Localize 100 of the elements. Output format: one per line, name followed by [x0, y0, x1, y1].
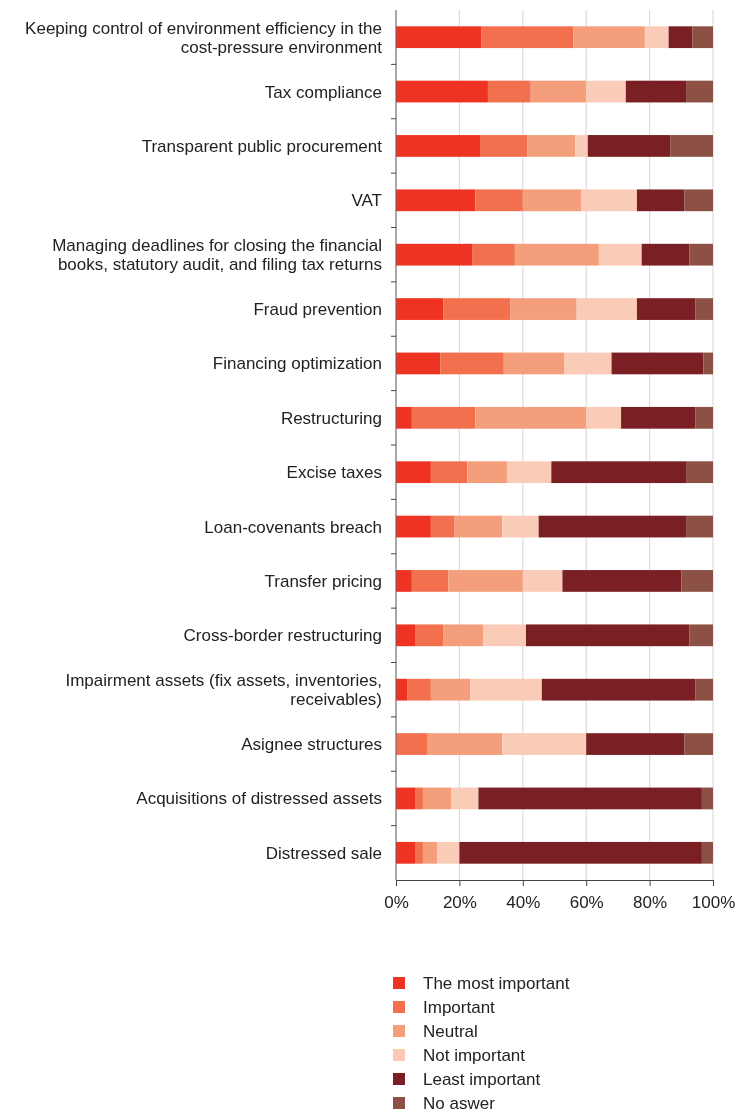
- bar: [573, 26, 645, 49]
- x-tick-label: 0%: [384, 892, 409, 912]
- bar: [686, 461, 713, 484]
- bar: [396, 80, 488, 103]
- bar: [396, 787, 416, 810]
- y-tick-label: VAT: [351, 191, 382, 211]
- bar: [502, 733, 587, 755]
- bar: [562, 570, 682, 592]
- x-tick-label: 20%: [442, 892, 477, 912]
- x-tick-label: 40%: [506, 892, 541, 912]
- bar: [681, 570, 713, 592]
- x-tick-label: 60%: [569, 892, 604, 912]
- bar: [670, 135, 713, 157]
- bar: [522, 570, 563, 592]
- bar: [427, 733, 503, 755]
- bar: [451, 787, 479, 810]
- bar: [407, 678, 431, 701]
- bar: [396, 135, 481, 157]
- bar: [525, 624, 690, 647]
- bar: [636, 298, 696, 320]
- bar: [480, 135, 528, 157]
- bar: [503, 352, 565, 375]
- bar: [443, 624, 484, 647]
- bar: [576, 298, 637, 320]
- bar: [440, 352, 504, 375]
- bar: [692, 26, 713, 49]
- bar: [586, 80, 626, 103]
- bar: [454, 515, 503, 538]
- bar: [467, 461, 507, 484]
- bar: [625, 80, 687, 103]
- x-tick-label: 80%: [633, 892, 668, 912]
- legend-label: Important: [423, 997, 496, 1017]
- bar: [415, 787, 423, 810]
- legend-label: No aswer: [423, 1093, 496, 1111]
- bar: [448, 570, 523, 592]
- bar: [621, 406, 696, 429]
- bar: [686, 515, 713, 538]
- bar: [396, 26, 482, 49]
- bar: [396, 406, 412, 429]
- bar: [396, 678, 408, 701]
- y-tick-label: Transparent public procurement: [141, 136, 383, 156]
- bar: [684, 733, 713, 755]
- bar: [514, 243, 599, 266]
- bar: [684, 189, 713, 212]
- bar: [689, 624, 713, 647]
- bar: [411, 570, 449, 592]
- bar: [538, 515, 687, 538]
- y-tick-label: Transfer pricing: [264, 571, 382, 591]
- bar: [689, 243, 713, 266]
- bar: [510, 298, 577, 320]
- bar: [415, 624, 444, 647]
- bar: [586, 733, 685, 755]
- y-tick-label: Fraud prevention: [253, 300, 382, 320]
- bar: [581, 189, 637, 212]
- bar: [527, 135, 576, 157]
- bar: [668, 26, 693, 49]
- bar: [701, 841, 713, 864]
- bar: [470, 678, 542, 701]
- bar: [695, 298, 713, 320]
- bar: [502, 515, 539, 538]
- bar: [636, 189, 685, 212]
- bar: [430, 515, 455, 538]
- y-tick-label: Managing deadlines for closing the financial books, statutory audit, and filing tax returns: [52, 236, 382, 275]
- bar: [411, 406, 476, 429]
- y-tick-label: Loan-covenants breach: [204, 517, 382, 537]
- bar: [487, 80, 531, 103]
- bar: [475, 406, 587, 429]
- bar: [396, 352, 441, 375]
- bar: [541, 678, 696, 701]
- bar: [430, 678, 471, 701]
- bar: [575, 135, 588, 157]
- bar: [551, 461, 687, 484]
- bar: [422, 841, 438, 864]
- bar: [598, 243, 642, 266]
- y-tick-label: Acquisitions of distressed assets: [136, 789, 382, 809]
- y-tick-label: Keeping control of environment efficiency in the cost-pressure environment: [25, 18, 383, 57]
- bar: [422, 787, 452, 810]
- bar: [396, 841, 416, 864]
- bar: [437, 841, 460, 864]
- bar: [483, 624, 526, 647]
- bar: [695, 678, 713, 701]
- bar: [396, 624, 416, 647]
- legend-label: The most important: [423, 973, 570, 993]
- legend-label: Neutral: [423, 1021, 478, 1041]
- legend-label: Not important: [423, 1045, 526, 1065]
- bar: [396, 733, 428, 755]
- bar: [396, 570, 412, 592]
- y-tick-label: Impairment assets (fix assets, inventories, receivables): [65, 671, 382, 710]
- bar: [611, 352, 704, 375]
- bar: [472, 243, 515, 266]
- bar: [530, 80, 587, 103]
- bar: [587, 135, 671, 157]
- bar: [459, 841, 702, 864]
- y-tick-label: Tax compliance: [264, 82, 382, 102]
- bar: [703, 352, 713, 375]
- bar: [641, 243, 690, 266]
- bar: [396, 298, 444, 320]
- y-tick-label: Cross-border restructuring: [183, 626, 382, 646]
- bar: [644, 26, 669, 49]
- bar: [396, 189, 476, 212]
